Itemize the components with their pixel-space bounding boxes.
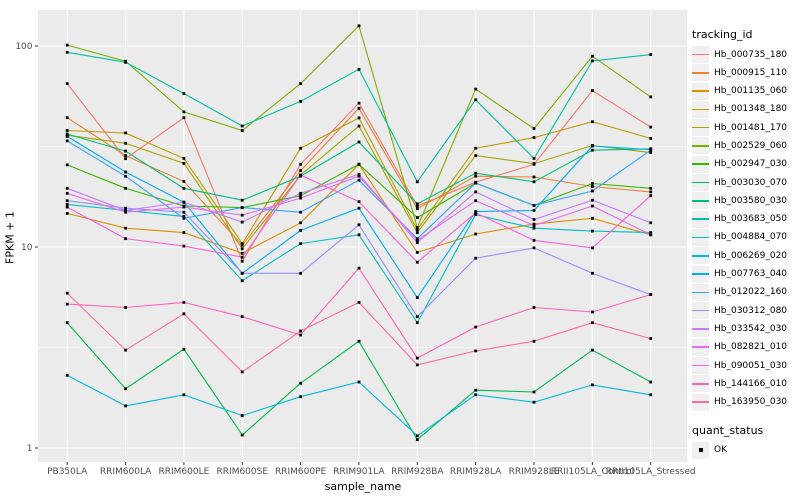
- legend-line-swatch-icon: [692, 100, 709, 118]
- legend-label: Hb_007763_040: [714, 269, 788, 280]
- black-square-point-icon: [692, 441, 709, 459]
- legend-line-swatch-icon: [692, 119, 709, 137]
- svg-text:100: 100: [15, 42, 32, 52]
- legend-title-tracking-id: tracking_id: [692, 28, 753, 41]
- legend-item-Hb_163950_030: Hb_163950_030: [692, 393, 798, 411]
- legend-label: Hb_001135_060: [714, 86, 788, 97]
- legend-label: Hb_003030_070: [714, 177, 788, 188]
- svg-text:10: 10: [21, 243, 33, 253]
- legend-label: Hb_003580_030: [714, 195, 788, 206]
- legend-item-Hb_082821_010: Hb_082821_010: [692, 338, 798, 356]
- legend-line-swatch-icon: [692, 174, 709, 192]
- svg-text:RRIM600SE: RRIM600SE: [217, 467, 269, 477]
- legend-label: Hb_000915_110: [714, 67, 788, 78]
- legend-line-swatch-icon: [692, 375, 709, 393]
- legend-label: Hb_000735_180: [714, 49, 788, 60]
- legend-label: Hb_033542_030: [714, 323, 788, 334]
- legend-item-Hb_006269_020: Hb_006269_020: [692, 247, 798, 265]
- legend-line-swatch-icon: [692, 393, 709, 411]
- legend-item-Hb_001348_180: Hb_001348_180: [692, 100, 798, 118]
- legend-label: Hb_144166_010: [714, 378, 788, 389]
- legend-label: Hb_004884_070: [714, 232, 788, 243]
- legend-title-quant-status: quant_status: [692, 423, 764, 437]
- legend-line-swatch-icon: [692, 228, 709, 246]
- legend-item-Hb_003683_050: Hb_003683_050: [692, 210, 798, 228]
- legend-line-swatch-icon: [692, 210, 709, 228]
- legend-line-swatch-icon: [692, 302, 709, 320]
- legend-line-swatch-icon: [692, 265, 709, 283]
- legend-item-Hb_002529_060: Hb_002529_060: [692, 137, 798, 155]
- legend-item-Hb_002947_030: Hb_002947_030: [692, 155, 798, 173]
- quant-status-item-ok: OK: [692, 441, 798, 459]
- quant-status-section: quant_status OK: [692, 424, 798, 460]
- legend-item-Hb_033542_030: Hb_033542_030: [692, 320, 798, 338]
- x-axis-ticks-and-labels: PB350LA RRIM600LA RRIM600LE RRIM600SE RRIM60…: [47, 462, 696, 477]
- svg-text:RRIM928LA: RRIM928LA: [450, 467, 502, 477]
- svg-text:RRII105LA_Control: RRII105LA_Control: [551, 467, 634, 477]
- legend-item-Hb_001481_170: Hb_001481_170: [692, 119, 798, 137]
- svg-text:RRIM600LE: RRIM600LE: [158, 467, 209, 477]
- legend-line-swatch-icon: [692, 155, 709, 173]
- legend-line-swatch-icon: [692, 64, 709, 82]
- gridlines: [38, 10, 687, 462]
- legend-label: Hb_163950_030: [714, 397, 788, 408]
- legend-label: Hb_001348_180: [714, 104, 788, 115]
- svg-text:PB350LA: PB350LA: [47, 467, 88, 477]
- legend-line-swatch-icon: [692, 338, 709, 356]
- svg-text:RRIM600LA: RRIM600LA: [100, 467, 152, 477]
- legend-label: Hb_082821_010: [714, 342, 788, 353]
- legend-line-swatch-icon: [692, 192, 709, 210]
- legend-line-swatch-icon: [692, 320, 709, 338]
- legend-item-Hb_003580_030: Hb_003580_030: [692, 192, 798, 210]
- svg-text:RRIM901LA: RRIM901LA: [333, 467, 385, 477]
- legend-item-Hb_000915_110: Hb_000915_110: [692, 64, 798, 82]
- legend-label: Hb_001481_170: [714, 122, 788, 133]
- legend-label: Hb_012022_160: [714, 287, 788, 298]
- legend-line-swatch-icon: [692, 46, 709, 63]
- legend-item-Hb_012022_160: Hb_012022_160: [692, 283, 798, 301]
- x-axis-title: sample_name: [324, 480, 402, 493]
- legend-item-Hb_001135_060: Hb_001135_060: [692, 82, 798, 100]
- svg-text:1: 1: [27, 444, 33, 454]
- y-axis-ticks-and-labels: 1 10 100: [15, 42, 38, 454]
- legend-item-Hb_144166_010: Hb_144166_010: [692, 375, 798, 393]
- legend-item-Hb_090051_030: Hb_090051_030: [692, 357, 798, 375]
- legend-line-swatch-icon: [692, 247, 709, 265]
- legend: tracking_id Hb_000735_180 Hb_000915_110 Hb…: [692, 28, 798, 460]
- legend-item-Hb_030312_080: Hb_030312_080: [692, 302, 798, 320]
- legend-line-swatch-icon: [692, 82, 709, 100]
- legend-label: Hb_002529_060: [714, 140, 788, 151]
- legend-item-Hb_003030_070: Hb_003030_070: [692, 174, 798, 192]
- y-axis-title: FPKM + 1: [3, 211, 17, 264]
- quant-status-label: OK: [714, 445, 727, 456]
- legend-line-swatch-icon: [692, 357, 709, 375]
- legend-label: Hb_006269_020: [714, 250, 788, 261]
- svg-text:RRII105LA_Stressed: RRII105LA_Stressed: [606, 467, 696, 477]
- legend-item-Hb_007763_040: Hb_007763_040: [692, 265, 798, 283]
- legend-items: Hb_000735_180 Hb_000915_110 Hb_001135_060 H…: [692, 46, 798, 412]
- legend-line-swatch-icon: [692, 137, 709, 155]
- legend-label: Hb_030312_080: [714, 305, 788, 316]
- plot-panel: [38, 10, 687, 462]
- svg-text:RRIM600PE: RRIM600PE: [275, 467, 327, 477]
- legend-label: Hb_002947_030: [714, 159, 788, 170]
- data-point-markers: [65, 24, 653, 442]
- svg-text:RRIM928BA: RRIM928BA: [391, 467, 444, 477]
- legend-label: Hb_003683_050: [714, 214, 788, 225]
- legend-label: Hb_090051_030: [714, 360, 788, 371]
- legend-item-Hb_004884_070: Hb_004884_070: [692, 228, 798, 246]
- svg-text:RRIM928LE: RRIM928LE: [509, 467, 560, 477]
- legend-line-swatch-icon: [692, 283, 709, 301]
- legend-item-Hb_000735_180: Hb_000735_180: [692, 46, 798, 63]
